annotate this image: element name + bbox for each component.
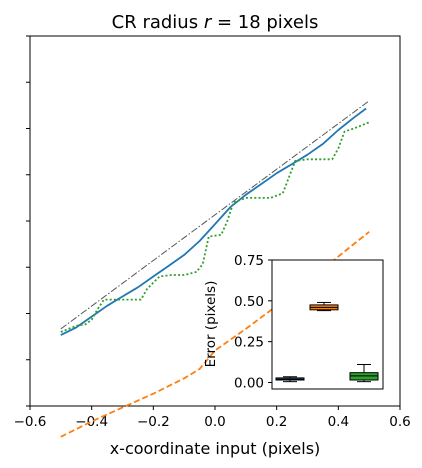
inset-boxplots [275,301,379,383]
x-axis-label: x-coordinate input (pixels) [110,439,321,458]
chart-title: CR radius r = 18 pixels [112,12,319,33]
inset-y-ticks: 0.00 0.25 0.50 0.75 [234,253,272,391]
x-tick-label: −0.4 [75,414,108,430]
inset-y-tick-label: 0.00 [234,375,264,391]
main-y-ticks [26,35,30,407]
inset-y-tick-label: 0.50 [234,294,264,310]
boxplot-2 [349,364,379,383]
series-line-0 [60,100,370,330]
series-line-1 [60,107,367,336]
inset-y-tick-label: 0.75 [234,253,264,269]
inset-plot-frame [271,259,384,390]
x-tick-label: 0.4 [328,414,349,430]
x-tick-label: 0.0 [204,414,225,430]
inset-y-axis-label: Error (pixels) [203,281,219,368]
main-x-ticks: −0.6 −0.4 −0.2 0.0 0.2 0.4 0.6 [14,406,411,430]
boxplot-1 [309,301,339,312]
x-tick-label: 0.6 [389,414,410,430]
x-tick-label: −0.6 [14,414,47,430]
inset-y-tick-label: 0.25 [234,335,264,351]
x-tick-label: −0.2 [137,414,170,430]
series-line-3 [60,121,370,333]
x-tick-label: 0.2 [266,414,287,430]
boxplot-0 [275,376,305,383]
